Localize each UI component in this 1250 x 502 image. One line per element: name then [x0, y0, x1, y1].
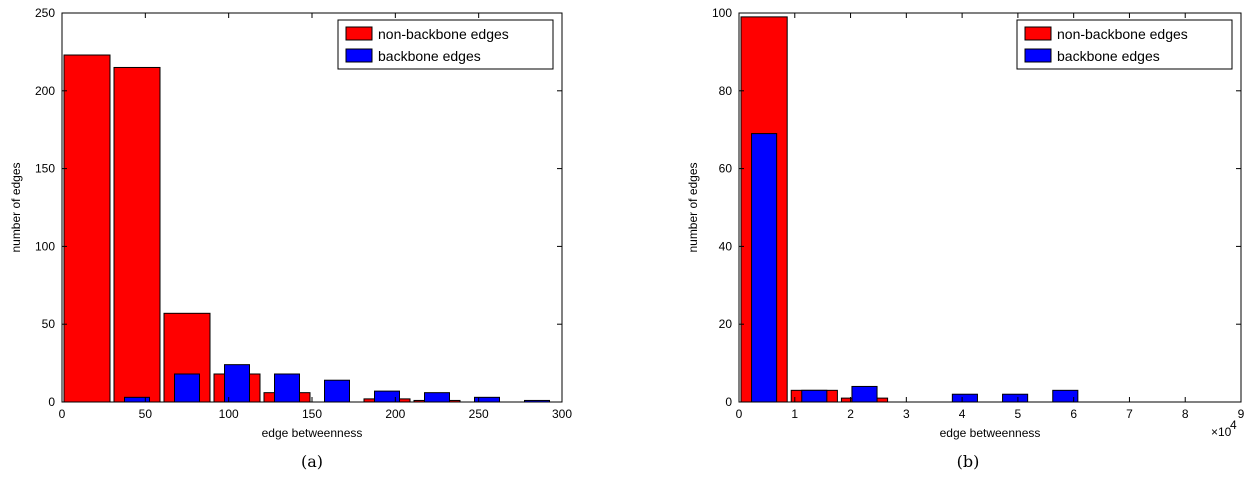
x-axis-multiplier: ×10	[1211, 425, 1232, 439]
legend-label: backbone edges	[378, 48, 481, 64]
y-tick-label: 200	[35, 84, 55, 98]
legend-box	[1016, 19, 1233, 70]
y-tick-label: 40	[719, 239, 733, 253]
y-tick-label: 250	[35, 6, 55, 20]
x-tick-label: 200	[385, 407, 405, 421]
series-non-backbone-edges	[63, 54, 461, 403]
legend-swatch	[1024, 26, 1052, 41]
bar	[324, 379, 350, 403]
x-tick-label: 7	[1126, 407, 1133, 421]
x-tick-label: 9	[1238, 407, 1245, 421]
x-axis-multiplier-exponent: 4	[1230, 418, 1237, 432]
bar	[851, 385, 878, 403]
y-tick-label: 80	[719, 84, 733, 98]
bar	[113, 66, 161, 403]
y-tick-label: 0	[725, 395, 732, 409]
bar	[424, 392, 450, 403]
x-tick-label: 300	[552, 407, 572, 421]
x-tick-label: 1	[791, 407, 798, 421]
x-tick-label: 3	[903, 407, 910, 421]
y-axis-label: number of edges	[686, 162, 700, 252]
x-tick-label: 4	[959, 407, 966, 421]
legend: non-backbone edges backbone edges	[337, 19, 554, 70]
x-tick-label: 150	[302, 407, 322, 421]
y-tick-label: 0	[48, 395, 55, 409]
y-tick-label: 100	[712, 6, 732, 20]
chart-panel-a: 0 50 100 150 200 250 300 0 50 100 150 200 250 edge be…	[9, 6, 572, 471]
legend-swatch	[1024, 48, 1052, 63]
x-tick-label: 250	[469, 407, 489, 421]
y-tick-label: 20	[719, 317, 733, 331]
x-tick-label: 0	[59, 407, 66, 421]
y-tick-label: 150	[35, 162, 55, 176]
legend-swatch	[345, 48, 373, 63]
y-axis-label: number of edges	[9, 162, 23, 252]
plot-frame	[738, 12, 1242, 403]
series-backbone-edges	[124, 364, 550, 403]
bar	[174, 373, 200, 403]
bar	[63, 54, 111, 403]
y-tick-label: 100	[35, 239, 55, 253]
y-tick-label: 60	[719, 162, 733, 176]
x-tick-label: 50	[139, 407, 153, 421]
bar	[801, 389, 828, 403]
x-axis-label: edge betweenness	[940, 426, 1041, 440]
y-tick-label: 50	[42, 317, 56, 331]
panel-caption: (b)	[957, 452, 980, 471]
bar	[951, 393, 978, 403]
legend-label: non-backbone edges	[378, 26, 509, 42]
panel-caption: (a)	[301, 452, 323, 471]
legend-label: backbone edges	[1057, 48, 1160, 64]
bar	[224, 364, 250, 403]
chart-panel-b: 0 1 2 3 4 5 6 7 8 9 0 20 40 60 80 100 edge betweenness nu…	[686, 6, 1245, 471]
x-tick-label: 0	[736, 407, 743, 421]
legend: non-backbone edges backbone edges	[1016, 19, 1233, 70]
x-tick-label: 5	[1015, 407, 1022, 421]
x-tick-label: 2	[847, 407, 854, 421]
legend-swatch	[345, 26, 373, 41]
bar	[1002, 393, 1029, 403]
series-backbone-edges	[751, 133, 1079, 403]
bar	[751, 133, 778, 403]
x-axis-label: edge betweenness	[262, 426, 363, 440]
x-tick-label: 6	[1070, 407, 1077, 421]
legend-label: non-backbone edges	[1057, 26, 1188, 42]
legend-box	[337, 19, 554, 70]
bar	[274, 373, 300, 403]
x-tick-label: 100	[219, 407, 239, 421]
x-tick-label: 8	[1182, 407, 1189, 421]
